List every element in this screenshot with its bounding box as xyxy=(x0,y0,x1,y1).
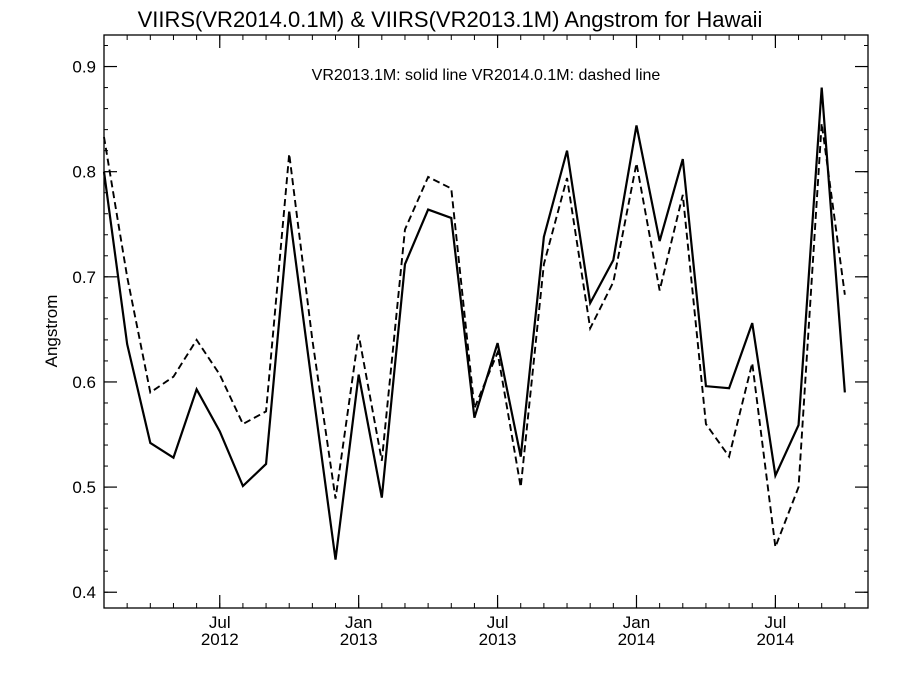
series-line-vr2013-1m xyxy=(102,87,846,560)
y-tick-label: 0.9 xyxy=(72,58,96,77)
x-tick-label-year: 2013 xyxy=(479,630,517,649)
x-tick-label-month: Jan xyxy=(345,613,372,632)
legend-text: VR2013.1M: solid line VR2014.0.1M: dashe… xyxy=(312,67,661,84)
series-line-vr2014-0-1m xyxy=(103,123,846,548)
y-tick-label: 0.4 xyxy=(72,583,96,602)
x-tick-label-month: Jul xyxy=(209,613,231,632)
series-layer xyxy=(102,87,846,560)
x-tick-label-year: 2012 xyxy=(201,630,239,649)
y-tick-label: 0.6 xyxy=(72,373,96,392)
y-axis-label: Angstrom xyxy=(42,295,61,368)
x-tick-label-month: Jan xyxy=(623,613,650,632)
chart-title: VIIRS(VR2014.0.1M) & VIIRS(VR2013.1M) An… xyxy=(138,7,763,32)
axis-ticks xyxy=(104,35,868,608)
plot-frame xyxy=(103,34,869,609)
x-tick-label-month: Jul xyxy=(765,613,787,632)
y-tick-label: 0.5 xyxy=(72,478,96,497)
y-tick-label: 0.7 xyxy=(72,268,96,287)
x-tick-label-year: 2014 xyxy=(618,630,656,649)
y-tick-label: 0.8 xyxy=(72,163,96,182)
x-tick-label-month: Jul xyxy=(487,613,509,632)
x-tick-label-year: 2014 xyxy=(756,630,794,649)
axis-tick-labels: 0.40.50.60.70.80.9Jul2012Jan2013Jul2013J… xyxy=(72,58,794,649)
x-tick-label-year: 2013 xyxy=(340,630,378,649)
